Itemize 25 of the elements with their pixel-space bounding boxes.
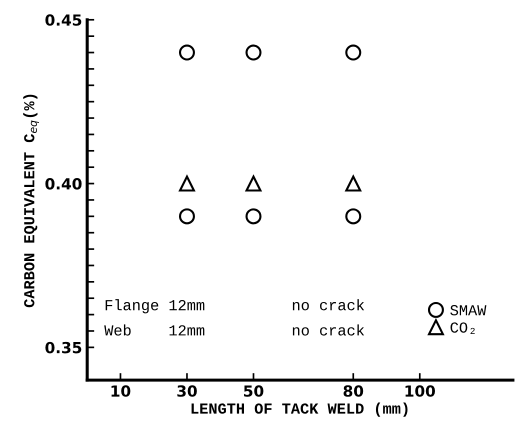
point xyxy=(178,208,195,224)
point xyxy=(178,44,195,61)
point xyxy=(345,208,362,224)
x-tick-label: 10 xyxy=(112,385,130,397)
y-tick-label: 0.40 xyxy=(45,178,82,190)
point xyxy=(178,176,195,192)
point xyxy=(246,44,262,61)
annotation: Web 12mm xyxy=(104,324,204,336)
annotation: no crack xyxy=(292,324,364,336)
x-tick-label: 30 xyxy=(177,385,197,397)
point xyxy=(345,176,362,192)
y-tick-label: 0.45 xyxy=(45,14,82,26)
point xyxy=(246,176,262,192)
annotation: no crack xyxy=(292,299,364,310)
y-axis-title: CARBON EQUIVALENT C$_{eq}$(%) xyxy=(23,94,39,308)
x-axis-title: LENGTH OF TACK WELD (mm) xyxy=(192,402,408,417)
x-tick-label: 100 xyxy=(406,385,435,397)
annotation: Flange 12mm xyxy=(106,299,204,314)
x-tick-label: 50 xyxy=(244,385,264,397)
x-tick-label: 80 xyxy=(344,385,364,397)
legend-label: SMAW xyxy=(450,305,486,316)
y-tick-label: 0.35 xyxy=(45,342,82,354)
legend-label: CO₂ xyxy=(450,322,475,334)
point xyxy=(345,44,362,61)
point xyxy=(246,208,262,224)
